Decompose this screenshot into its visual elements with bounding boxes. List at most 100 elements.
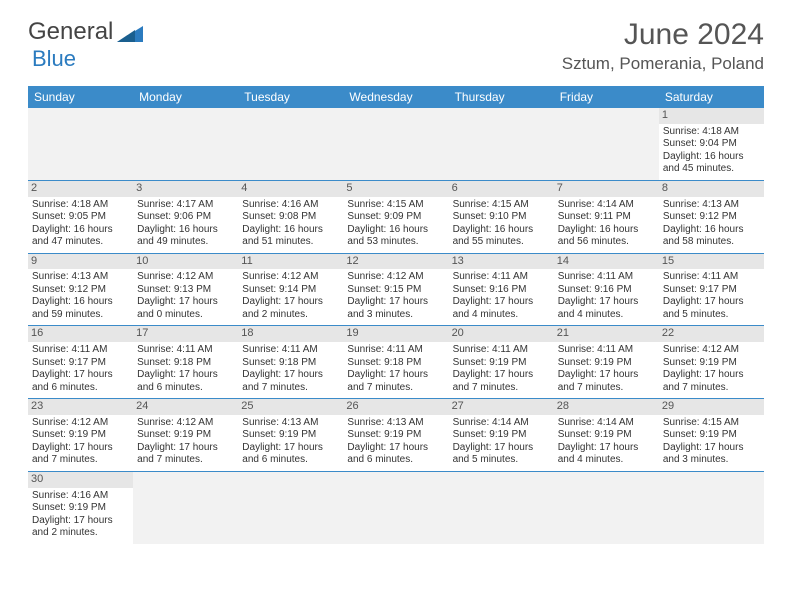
calendar-day: 26 Sunrise: 4:13 AMSunset: 9:19 PMDayligh… bbox=[343, 399, 448, 472]
calendar-day: 18Sunrise: 4:11 AMSunset: 9:18 PMDayligh… bbox=[238, 326, 343, 399]
day-info: Sunrise: 4:16 AMSunset: 9:08 PMDaylight:… bbox=[242, 199, 339, 249]
day-number: 1 bbox=[659, 108, 764, 124]
calendar-day: 13Sunrise: 4:11 AMSunset: 9:16 PMDayligh… bbox=[449, 253, 554, 326]
calendar-empty bbox=[343, 108, 448, 180]
day-number: 13 bbox=[449, 254, 554, 270]
day-info: Sunrise: 4:11 AMSunset: 9:16 PMDaylight:… bbox=[558, 271, 655, 321]
day-info: Sunrise: 4:14 AMSunset: 9:11 PMDaylight:… bbox=[558, 199, 655, 249]
day-number: 26 bbox=[343, 399, 448, 415]
calendar-empty bbox=[554, 108, 659, 180]
day-number: 15 bbox=[659, 254, 764, 270]
logo-text-2: Blue bbox=[32, 46, 76, 72]
weekday-header: Monday bbox=[133, 86, 238, 108]
day-number: 22 bbox=[659, 326, 764, 342]
calendar-empty bbox=[449, 471, 554, 543]
day-info: Sunrise: 4:13 AMSunset: 9:19 PMDaylight:… bbox=[347, 417, 444, 467]
calendar-day: 14Sunrise: 4:11 AMSunset: 9:16 PMDayligh… bbox=[554, 253, 659, 326]
calendar-day: 21 Sunrise: 4:11 AMSunset: 9:19 PMDayligh… bbox=[554, 326, 659, 399]
day-number: 21 bbox=[554, 326, 659, 342]
day-number: 29 bbox=[659, 399, 764, 415]
day-number: 20 bbox=[449, 326, 554, 342]
day-number: 9 bbox=[28, 254, 133, 270]
calendar-day: 28 Sunrise: 4:14 AMSunset: 9:19 PMDayligh… bbox=[554, 399, 659, 472]
calendar-empty bbox=[343, 471, 448, 543]
calendar-day: 15Sunrise: 4:11 AMSunset: 9:17 PMDayligh… bbox=[659, 253, 764, 326]
logo-triangle-icon bbox=[117, 22, 143, 42]
weekday-header: Sunday bbox=[28, 86, 133, 108]
calendar-day: 30Sunrise: 4:16 AMSunset: 9:19 PMDayligh… bbox=[28, 471, 133, 543]
day-number: 4 bbox=[238, 181, 343, 197]
day-info: Sunrise: 4:11 AMSunset: 9:19 PMDaylight:… bbox=[558, 344, 655, 394]
logo-text-1: General bbox=[28, 18, 113, 46]
weekday-header: Friday bbox=[554, 86, 659, 108]
day-number: 16 bbox=[28, 326, 133, 342]
calendar: SundayMondayTuesdayWednesdayThursdayFrid… bbox=[28, 86, 764, 544]
calendar-empty bbox=[659, 471, 764, 543]
weekday-header: Thursday bbox=[449, 86, 554, 108]
calendar-day: 10Sunrise: 4:12 AMSunset: 9:13 PMDayligh… bbox=[133, 253, 238, 326]
location: Sztum, Pomerania, Poland bbox=[562, 54, 764, 74]
calendar-day: 9Sunrise: 4:13 AMSunset: 9:12 PMDaylight… bbox=[28, 253, 133, 326]
calendar-day: 12Sunrise: 4:12 AMSunset: 9:15 PMDayligh… bbox=[343, 253, 448, 326]
day-number: 28 bbox=[554, 399, 659, 415]
day-number: 25 bbox=[238, 399, 343, 415]
day-info: Sunrise: 4:13 AMSunset: 9:12 PMDaylight:… bbox=[32, 271, 129, 321]
weekday-header: Tuesday bbox=[238, 86, 343, 108]
calendar-day: 2 Sunrise: 4:18 AMSunset: 9:05 PMDaylight… bbox=[28, 180, 133, 253]
day-info: Sunrise: 4:11 AMSunset: 9:16 PMDaylight:… bbox=[453, 271, 550, 321]
calendar-day: 4 Sunrise: 4:16 AMSunset: 9:08 PMDaylight… bbox=[238, 180, 343, 253]
calendar-day: 22 Sunrise: 4:12 AMSunset: 9:19 PMDayligh… bbox=[659, 326, 764, 399]
calendar-day: 20 Sunrise: 4:11 AMSunset: 9:19 PMDayligh… bbox=[449, 326, 554, 399]
calendar-day: 25 Sunrise: 4:13 AMSunset: 9:19 PMDayligh… bbox=[238, 399, 343, 472]
calendar-day: 3Sunrise: 4:17 AMSunset: 9:06 PMDaylight… bbox=[133, 180, 238, 253]
day-info: Sunrise: 4:11 AMSunset: 9:17 PMDaylight:… bbox=[663, 271, 760, 321]
calendar-empty bbox=[554, 471, 659, 543]
calendar-day: 8 Sunrise: 4:13 AMSunset: 9:12 PMDaylight… bbox=[659, 180, 764, 253]
day-number: 19 bbox=[343, 326, 448, 342]
day-number: 10 bbox=[133, 254, 238, 270]
logo: General bbox=[28, 18, 143, 46]
day-info: Sunrise: 4:15 AMSunset: 9:09 PMDaylight:… bbox=[347, 199, 444, 249]
day-info: Sunrise: 4:11 AMSunset: 9:18 PMDaylight:… bbox=[137, 344, 234, 394]
calendar-day: 11Sunrise: 4:12 AMSunset: 9:14 PMDayligh… bbox=[238, 253, 343, 326]
day-info: Sunrise: 4:13 AMSunset: 9:12 PMDaylight:… bbox=[663, 199, 760, 249]
day-info: Sunrise: 4:12 AMSunset: 9:19 PMDaylight:… bbox=[663, 344, 760, 394]
calendar-body: 1 Sunrise: 4:18 AMSunset: 9:04 PMDaylight… bbox=[28, 108, 764, 544]
calendar-header: SundayMondayTuesdayWednesdayThursdayFrid… bbox=[28, 86, 764, 108]
day-info: Sunrise: 4:11 AMSunset: 9:18 PMDaylight:… bbox=[347, 344, 444, 394]
day-info: Sunrise: 4:18 AMSunset: 9:04 PMDaylight:… bbox=[663, 126, 760, 176]
calendar-day: 17Sunrise: 4:11 AMSunset: 9:18 PMDayligh… bbox=[133, 326, 238, 399]
day-number: 7 bbox=[554, 181, 659, 197]
day-number: 8 bbox=[659, 181, 764, 197]
day-number: 12 bbox=[343, 254, 448, 270]
calendar-day: 1 Sunrise: 4:18 AMSunset: 9:04 PMDaylight… bbox=[659, 108, 764, 180]
calendar-empty bbox=[28, 108, 133, 180]
day-info: Sunrise: 4:17 AMSunset: 9:06 PMDaylight:… bbox=[137, 199, 234, 249]
title-block: June 2024 Sztum, Pomerania, Poland bbox=[562, 18, 764, 74]
day-info: Sunrise: 4:12 AMSunset: 9:14 PMDaylight:… bbox=[242, 271, 339, 321]
month-title: June 2024 bbox=[562, 18, 764, 52]
calendar-day: 19 Sunrise: 4:11 AMSunset: 9:18 PMDayligh… bbox=[343, 326, 448, 399]
day-info: Sunrise: 4:18 AMSunset: 9:05 PMDaylight:… bbox=[32, 199, 129, 249]
day-info: Sunrise: 4:12 AMSunset: 9:19 PMDaylight:… bbox=[32, 417, 129, 467]
day-info: Sunrise: 4:14 AMSunset: 9:19 PMDaylight:… bbox=[558, 417, 655, 467]
day-number: 24 bbox=[133, 399, 238, 415]
day-number: 18 bbox=[238, 326, 343, 342]
day-info: Sunrise: 4:13 AMSunset: 9:19 PMDaylight:… bbox=[242, 417, 339, 467]
calendar-day: 23Sunrise: 4:12 AMSunset: 9:19 PMDayligh… bbox=[28, 399, 133, 472]
day-info: Sunrise: 4:12 AMSunset: 9:13 PMDaylight:… bbox=[137, 271, 234, 321]
day-info: Sunrise: 4:12 AMSunset: 9:15 PMDaylight:… bbox=[347, 271, 444, 321]
day-info: Sunrise: 4:16 AMSunset: 9:19 PMDaylight:… bbox=[32, 490, 129, 540]
day-number: 2 bbox=[28, 181, 133, 197]
day-number: 11 bbox=[238, 254, 343, 270]
weekday-header: Saturday bbox=[659, 86, 764, 108]
day-info: Sunrise: 4:11 AMSunset: 9:19 PMDaylight:… bbox=[453, 344, 550, 394]
day-info: Sunrise: 4:11 AMSunset: 9:17 PMDaylight:… bbox=[32, 344, 129, 394]
calendar-day: 24Sunrise: 4:12 AMSunset: 9:19 PMDayligh… bbox=[133, 399, 238, 472]
calendar-day: 5Sunrise: 4:15 AMSunset: 9:09 PMDaylight… bbox=[343, 180, 448, 253]
calendar-empty bbox=[238, 471, 343, 543]
calendar-day: 6Sunrise: 4:15 AMSunset: 9:10 PMDaylight… bbox=[449, 180, 554, 253]
calendar-empty bbox=[133, 108, 238, 180]
day-info: Sunrise: 4:15 AMSunset: 9:10 PMDaylight:… bbox=[453, 199, 550, 249]
day-number: 14 bbox=[554, 254, 659, 270]
